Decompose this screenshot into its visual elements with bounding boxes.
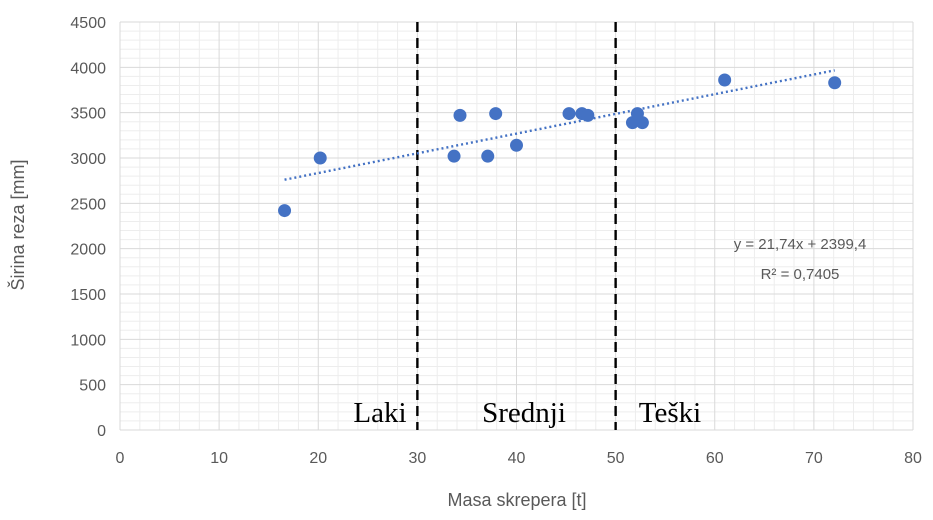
region-label-srednji: Srednji: [482, 397, 566, 429]
x-tick-label: 20: [309, 450, 327, 467]
x-tick-label: 50: [607, 450, 625, 467]
region-label-teski: Teški: [639, 397, 701, 429]
data-point: [510, 138, 523, 152]
x-axis-title: Masa skrepera [t]: [447, 490, 586, 510]
trendline-equation: y = 21,74x + 2399,4: [734, 236, 867, 253]
y-tick-label: 4000: [70, 60, 106, 77]
data-point: [489, 107, 503, 121]
chart-labels: y = 21,74x + 2399,4 R² = 0,7405 Laki Sre…: [7, 159, 866, 510]
x-tick-label: 40: [508, 450, 526, 467]
category-dividers: [416, 22, 617, 430]
data-point: [313, 151, 327, 165]
data-point: [828, 76, 842, 90]
region-label-laki: Laki: [353, 397, 406, 429]
data-point: [718, 73, 732, 87]
y-tick-label: 2000: [70, 242, 106, 259]
data-point: [635, 116, 649, 130]
y-tick-label: 1000: [70, 332, 106, 349]
data-point: [481, 149, 495, 163]
y-tick-label: 1500: [70, 287, 106, 304]
y-axis-title: Širina reza [mm]: [7, 159, 28, 290]
data-point: [278, 204, 292, 218]
data-point: [453, 108, 467, 122]
data-point: [581, 108, 595, 122]
data-point: [562, 107, 576, 121]
data-points: [278, 73, 842, 218]
data-point: [447, 149, 461, 163]
y-tick-label: 0: [97, 423, 106, 440]
y-tick-label: 3000: [70, 151, 106, 168]
y-tick-label: 2500: [70, 196, 106, 213]
trendline-group: [284, 69, 835, 181]
trendline: [284, 69, 835, 181]
y-tick-label: 500: [79, 378, 106, 395]
x-tick-label: 80: [904, 450, 922, 467]
x-tick-label: 0: [116, 450, 125, 467]
trendline-r-squared: R² = 0,7405: [761, 266, 840, 283]
y-tick-label: 4500: [70, 15, 106, 32]
x-tick-label: 30: [408, 450, 426, 467]
tick-labels: 0 10 20 30 40 50 60 70 80 0 500 1000 1500 2000 2500 300…: [70, 15, 922, 467]
x-tick-label: 70: [805, 450, 823, 467]
x-tick-label: 60: [706, 450, 724, 467]
grid-lines: [119, 21, 914, 431]
x-tick-label: 10: [210, 450, 228, 467]
y-tick-label: 3500: [70, 106, 106, 123]
